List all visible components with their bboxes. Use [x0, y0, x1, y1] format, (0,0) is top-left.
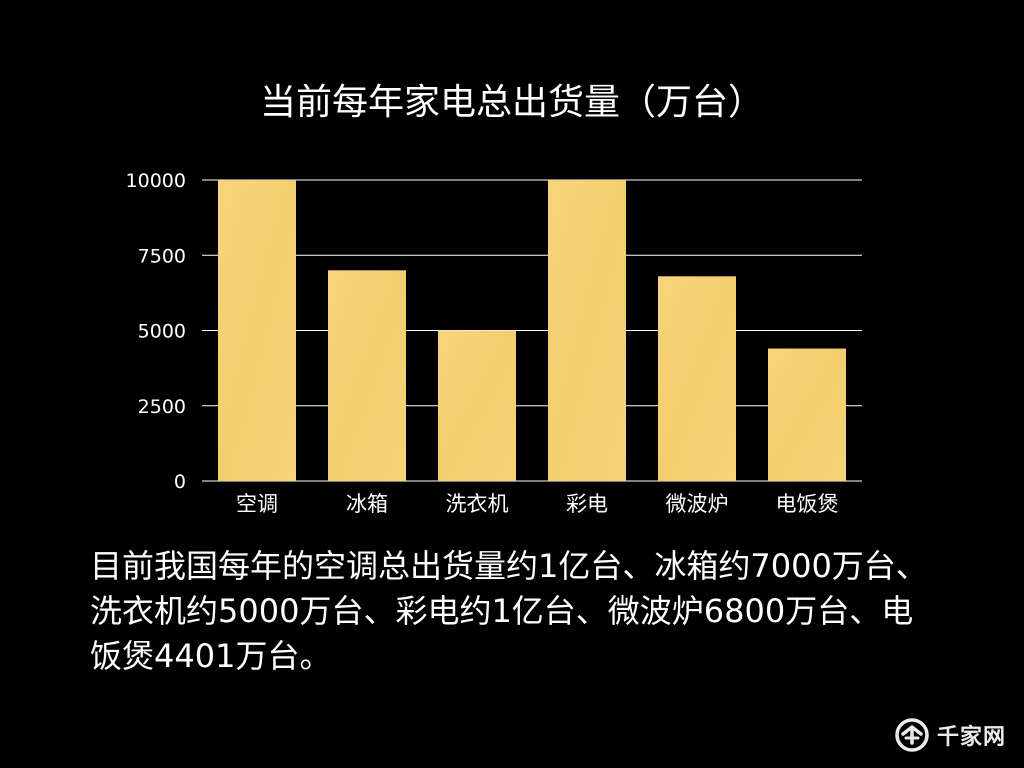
bar-冰箱 [328, 270, 406, 481]
x-tick-label: 微波炉 [666, 492, 729, 516]
x-tick-label: 电饭煲 [776, 492, 839, 516]
y-tick-label: 0 [174, 471, 186, 493]
bar-电饭煲 [768, 348, 846, 481]
bars [218, 180, 846, 481]
x-axis-ticks: 空调 冰箱 洗衣机 彩电 微波炉 电饭煲 [236, 492, 839, 516]
x-tick-label: 冰箱 [346, 492, 388, 516]
slide-body-text: 目前我国每年的空调总出货量约1亿台、冰箱约7000万台、洗衣机约5000万台、彩… [90, 547, 928, 675]
gridlines [202, 179, 862, 482]
bar-chart: 0 2500 5000 7500 10000 空调 冰箱 洗衣机 彩电 微波炉 电饭煲 [126, 170, 862, 516]
x-tick-label: 空调 [236, 492, 278, 516]
y-tick-label: 5000 [138, 321, 186, 343]
x-tick-label: 洗衣机 [446, 492, 509, 516]
y-tick-label: 10000 [126, 170, 186, 192]
y-axis-ticks: 0 2500 5000 7500 10000 [126, 170, 186, 493]
y-tick-label: 2500 [138, 396, 186, 418]
bar-彩电 [548, 180, 626, 481]
x-tick-label: 彩电 [566, 492, 608, 516]
bar-空调 [218, 180, 296, 481]
qianjia-logo-icon [895, 718, 929, 752]
watermark: 千家网 [893, 716, 1006, 754]
bar-微波炉 [658, 276, 736, 481]
bar-洗衣机 [438, 330, 516, 481]
watermark-text: 千家网 [936, 725, 1006, 750]
y-tick-label: 7500 [138, 245, 186, 267]
slide-title: 当前每年家电总出货量（万台） [259, 82, 764, 123]
